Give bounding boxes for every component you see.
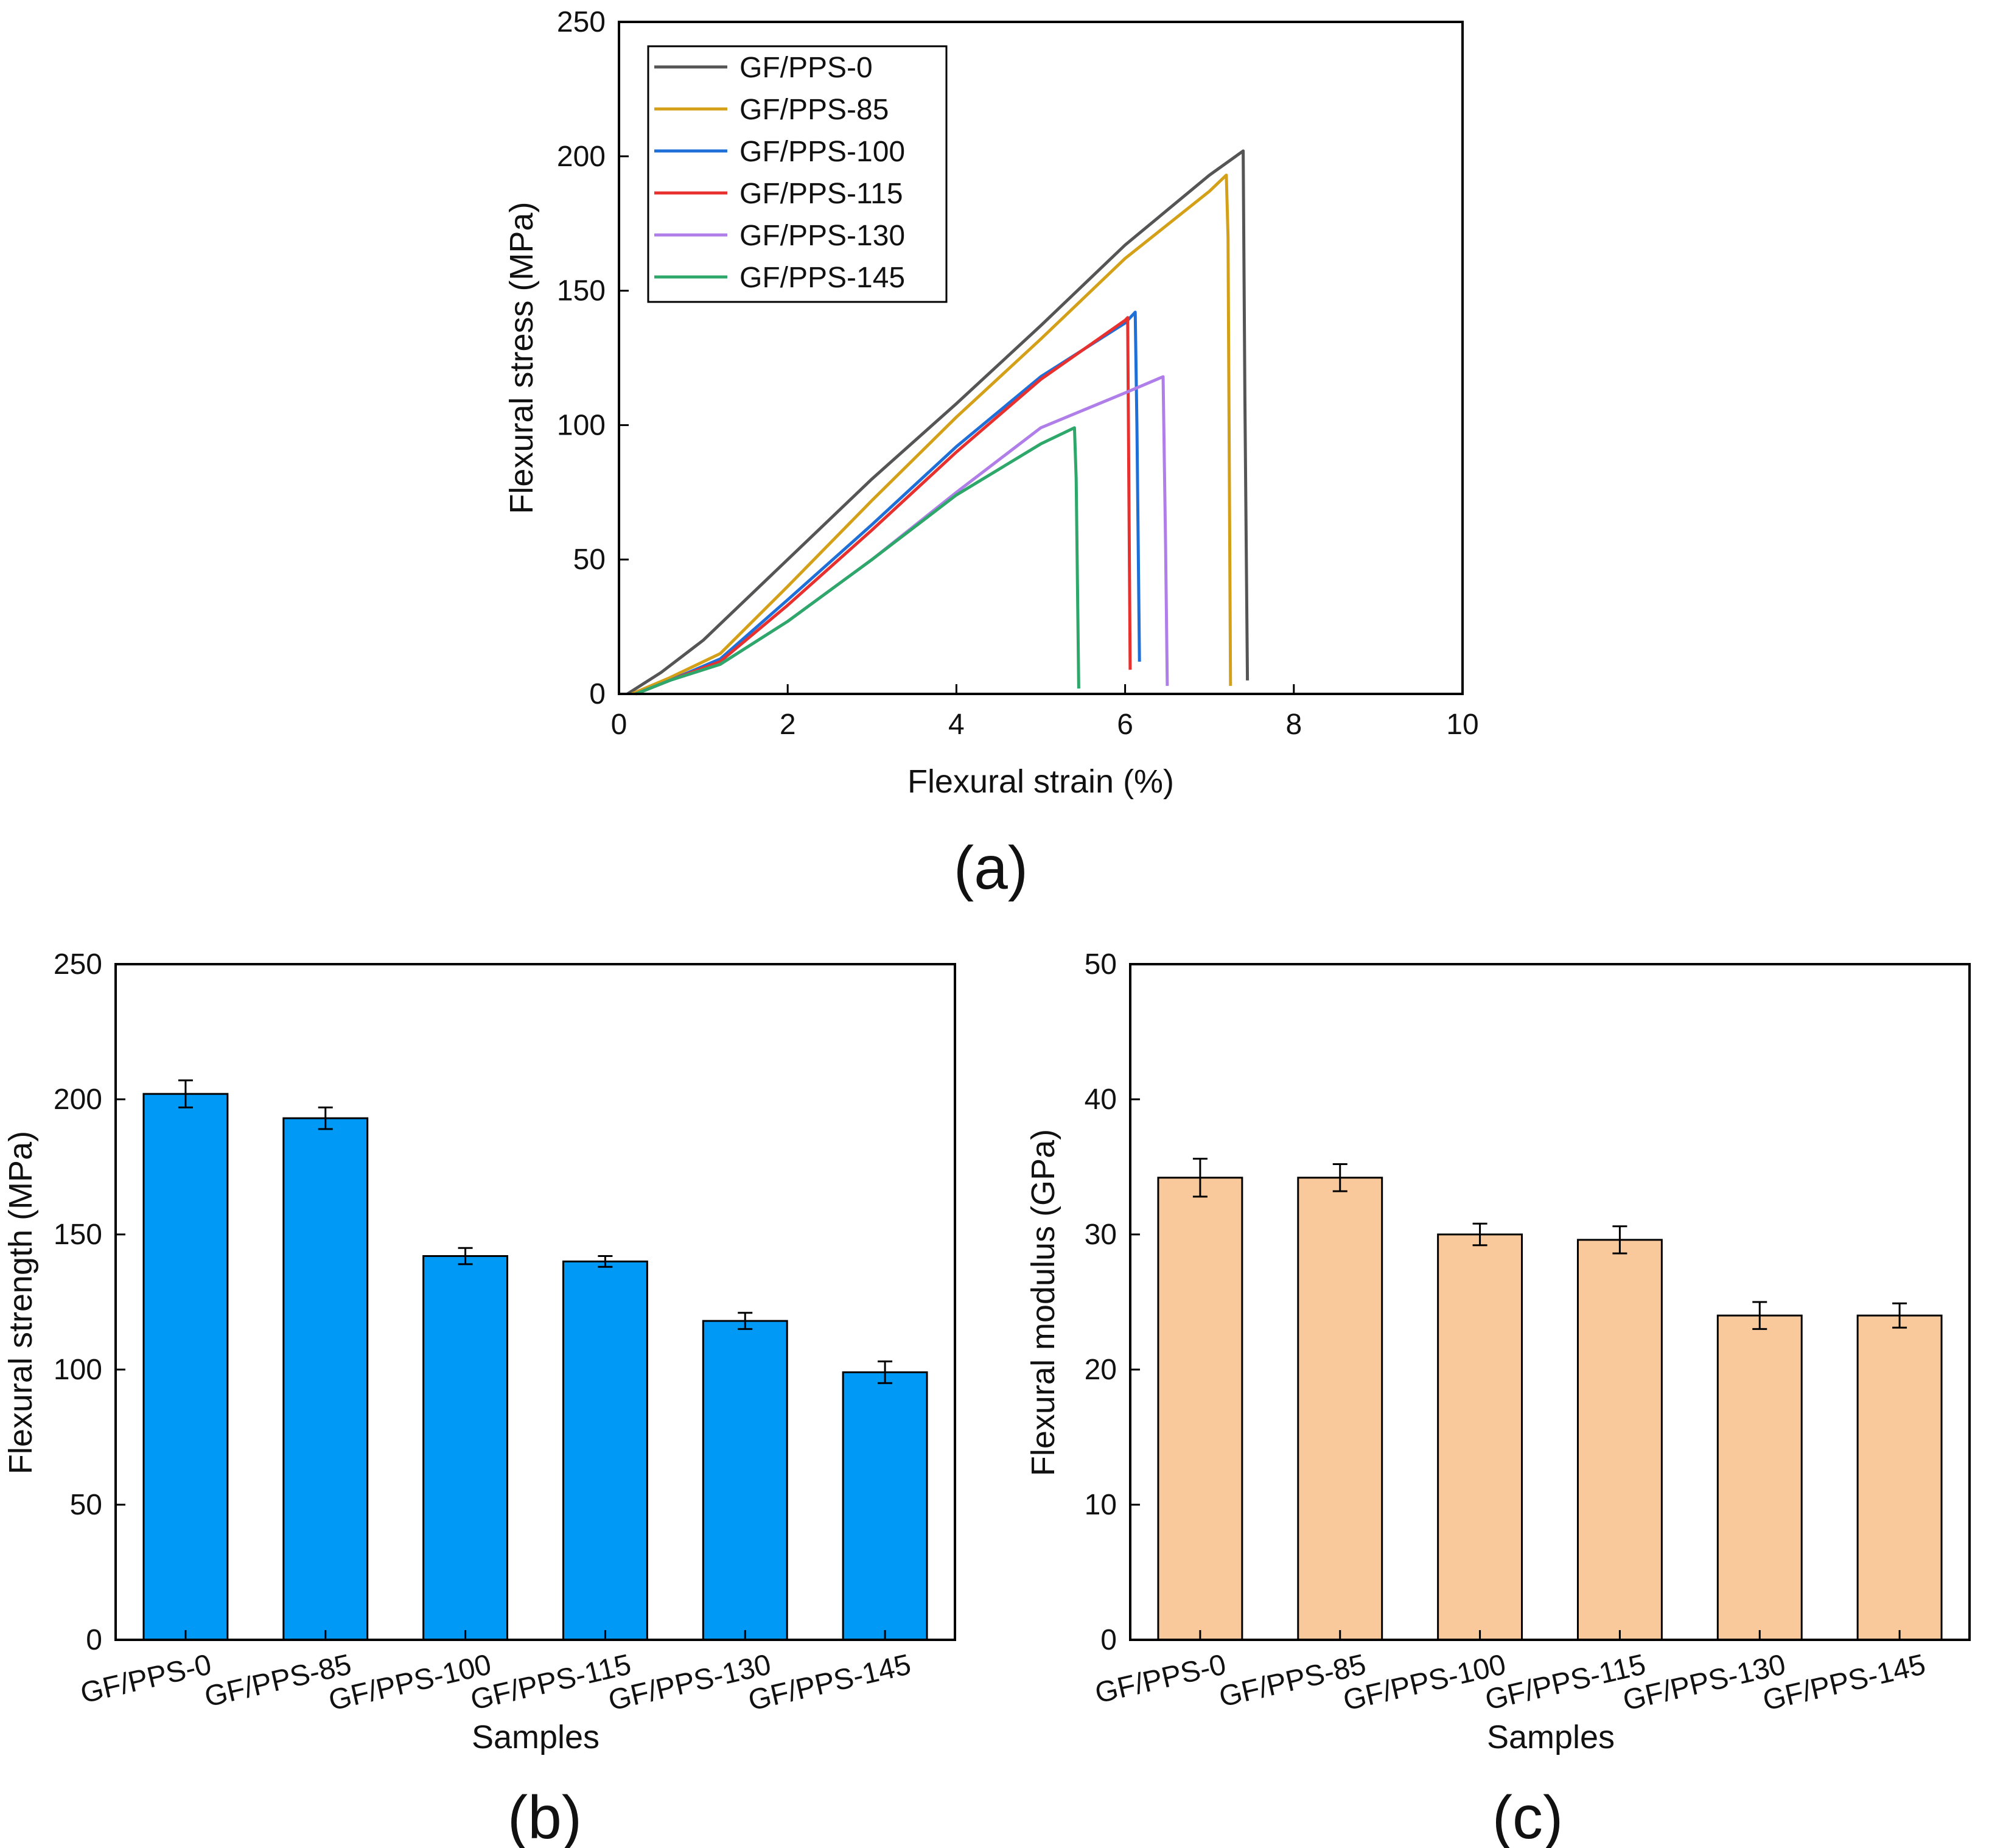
x-tick-label: GF/PPS-130 (1620, 1648, 1789, 1717)
x-tick-label: 10 (1446, 709, 1478, 741)
y-tick-label: 100 (557, 409, 606, 441)
legend-label: GF/PPS-145 (739, 262, 905, 294)
y-tick-label: 10 (1085, 1489, 1117, 1521)
bar-gf-pps-0 (142, 1093, 229, 1641)
legend-label: GF/PPS-130 (739, 220, 905, 252)
y-tick-label: 0 (589, 678, 606, 710)
bar-gf-pps-0 (1157, 1177, 1243, 1641)
panel-b-plot-frame (114, 963, 956, 1641)
panel-c-x-axis-title: Samples (1487, 1719, 1615, 1755)
bar-gf-pps-100 (422, 1255, 509, 1641)
y-tick-label: 150 (557, 275, 606, 307)
x-tick-label: 2 (780, 709, 796, 741)
legend-label: GF/PPS-85 (739, 94, 889, 126)
bar-gf-pps-100 (1437, 1233, 1523, 1641)
y-tick-label: 50 (573, 544, 606, 576)
x-tick-label: GF/PPS-0 (77, 1648, 214, 1710)
panel-a-legend: GF/PPS-0 GF/PPS-85 GF/PPS-100 GF/PPS-115 GF/… (647, 45, 948, 303)
bar-gf-pps-115 (562, 1260, 648, 1641)
legend-label: GF/PPS-100 (739, 136, 905, 168)
panel-c-plot-frame (1129, 963, 1971, 1641)
x-tick-label: 0 (611, 709, 627, 741)
legend-label: GF/PPS-115 (739, 178, 903, 210)
panel-b-label: (b) (508, 1783, 582, 1848)
series-line-gf-pps-0 (626, 149, 1250, 696)
legend-box (647, 45, 948, 303)
y-tick-label: 200 (557, 141, 606, 173)
x-tick-label: 8 (1285, 709, 1302, 741)
panel-c-marks (1157, 1158, 1943, 1641)
x-tick-label: GF/PPS-100 (326, 1648, 494, 1717)
legend-items: GF/PPS-0 GF/PPS-85 GF/PPS-100 GF/PPS-115 GF/… (654, 52, 905, 294)
panel-b-bar-chart: 050100150200250GF/PPS-0GF/PPS-85GF/PPS-1… (2, 948, 956, 1848)
bar-gf-pps-85 (1297, 1177, 1383, 1641)
bar-gf-pps-85 (282, 1117, 369, 1641)
panel-b-x-axis-title: Samples (472, 1719, 599, 1755)
x-tick-label: GF/PPS-100 (1340, 1648, 1509, 1717)
series-line-gf-pps-115 (635, 316, 1132, 696)
x-tick-label: GF/PPS-145 (1760, 1648, 1929, 1717)
y-tick-label: 200 (54, 1083, 102, 1116)
bar-gf-pps-130 (1716, 1314, 1803, 1641)
bar-gf-pps-115 (1576, 1239, 1663, 1641)
x-tick-label: 6 (1117, 709, 1133, 741)
panel-a-marks (626, 149, 1250, 696)
y-tick-label: 0 (1100, 1624, 1117, 1656)
x-tick-label: GF/PPS-145 (746, 1648, 914, 1717)
bar-gf-pps-145 (842, 1371, 928, 1641)
x-tick-label: 4 (948, 709, 965, 741)
x-tick-label: GF/PPS-0 (1092, 1648, 1229, 1710)
series-line-gf-pps-100 (635, 310, 1141, 696)
panel-c-bar-chart: 01020304050GF/PPS-0GF/PPS-85GF/PPS-100GF… (1025, 948, 1971, 1848)
x-tick-label: GF/PPS-115 (467, 1648, 634, 1717)
y-tick-label: 20 (1085, 1354, 1117, 1386)
y-tick-label: 30 (1085, 1219, 1117, 1251)
series-line-gf-pps-145 (635, 426, 1080, 696)
x-tick-label: GF/PPS-130 (606, 1648, 774, 1717)
y-tick-label: 150 (54, 1219, 102, 1251)
panel-a-y-axis-title: Flexural stress (MPa) (503, 201, 540, 514)
bar-gf-pps-145 (1856, 1314, 1943, 1641)
y-tick-label: 0 (86, 1624, 102, 1656)
panel-a-plot-frame (618, 21, 1464, 695)
panel-a-x-axis-title: Flexural strain (%) (907, 763, 1174, 800)
panel-c-y-axis-title: Flexural modulus (GPa) (1025, 1129, 1061, 1476)
panel-c-label: (c) (1492, 1783, 1564, 1848)
y-tick-label: 40 (1085, 1083, 1117, 1116)
bar-gf-pps-130 (702, 1320, 788, 1641)
y-tick-label: 100 (54, 1354, 102, 1386)
y-tick-label: 50 (70, 1489, 102, 1521)
series-line-gf-pps-85 (631, 173, 1232, 696)
x-tick-label: GF/PPS-115 (1482, 1648, 1649, 1717)
panel-a-label: (a) (954, 834, 1028, 902)
y-tick-label: 250 (54, 948, 102, 981)
y-tick-label: 50 (1085, 948, 1117, 981)
legend-label: GF/PPS-0 (739, 52, 873, 84)
y-tick-label: 250 (557, 6, 606, 38)
panel-b-marks (142, 1079, 928, 1641)
panel-b-y-axis-title: Flexural strength (MPa) (2, 1131, 39, 1474)
